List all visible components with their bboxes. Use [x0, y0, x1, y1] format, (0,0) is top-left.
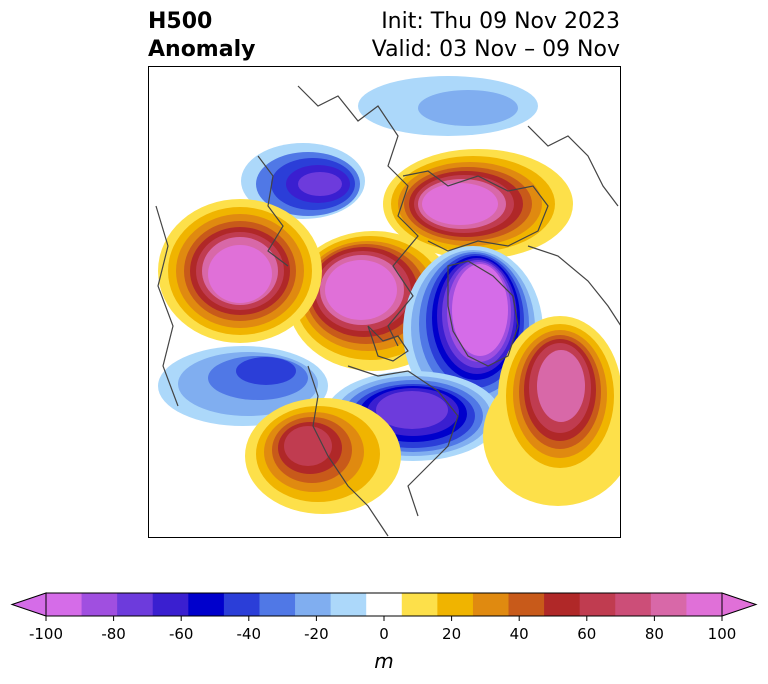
colorbar-tick-label: -40 [237, 625, 262, 643]
colorbar-segment [259, 593, 296, 616]
colorbar-tick-label: 40 [510, 625, 529, 643]
colorbar-segment [579, 593, 616, 616]
colorbar-segment [223, 593, 260, 616]
colorbar: -100 -80 -60 -40 -20 0 20 40 60 80 100 m [10, 592, 758, 673]
colorbar-segment [401, 593, 438, 616]
colorbar-segment [188, 593, 225, 616]
colorbar-segment [152, 593, 189, 616]
colorbar-segment [46, 593, 83, 616]
colorbar-segment [81, 593, 118, 616]
valid-period: Valid: 03 Nov – 09 Nov [371, 37, 620, 62]
colorbar-segment [686, 593, 723, 616]
title-variable: H500 [148, 9, 213, 34]
colorbar-tick-label: -80 [101, 625, 126, 643]
colorbar-segments [10, 592, 758, 617]
colorbar-tick-label: 100 [708, 625, 737, 643]
colorbar-segment [117, 593, 154, 616]
init-time: Init: Thu 09 Nov 2023 [381, 9, 620, 34]
colorbar-tick-label: 20 [442, 625, 461, 643]
colorbar-extend-max [721, 592, 758, 617]
colorbar-tick-label: -60 [169, 625, 194, 643]
colorbar-segment [366, 593, 403, 616]
colorbar-segment [508, 593, 545, 616]
positive-anomaly-bering-sea [158, 199, 322, 343]
colorbar-segment [544, 593, 581, 616]
colorbar-segment [650, 593, 687, 616]
colorbar-tick-label: 80 [645, 625, 664, 643]
colorbar-segment [615, 593, 652, 616]
colorbar-segment [330, 593, 367, 616]
colorbar-unit-label: m [374, 649, 393, 673]
coastlines [155, 85, 621, 537]
positive-anomaly-western-us [245, 398, 401, 514]
colorbar-extend-min [10, 592, 47, 617]
anomaly-map [148, 66, 621, 538]
colorbar-ticks: -100 -80 -60 -40 -20 0 20 40 60 80 100 [29, 616, 736, 643]
colorbar-tick-label: 0 [379, 625, 389, 643]
negative-anomaly-hudson-bay [241, 76, 538, 219]
title-field: Anomaly [148, 37, 256, 62]
title-left: H500 Anomaly [148, 8, 255, 64]
positive-anomaly-north-atlantic [383, 149, 573, 259]
colorbar-segment [472, 593, 510, 616]
colorbar-tick-label: -20 [304, 625, 329, 643]
colorbar-tick-label: -100 [29, 625, 63, 643]
colorbar-segment [295, 593, 332, 616]
colorbar-segment [437, 593, 474, 616]
title-right: Init: Thu 09 Nov 2023 Valid: 03 Nov – 09… [372, 8, 620, 64]
colorbar-tick-label: 60 [577, 625, 596, 643]
positive-anomaly-central-asia [483, 316, 621, 506]
